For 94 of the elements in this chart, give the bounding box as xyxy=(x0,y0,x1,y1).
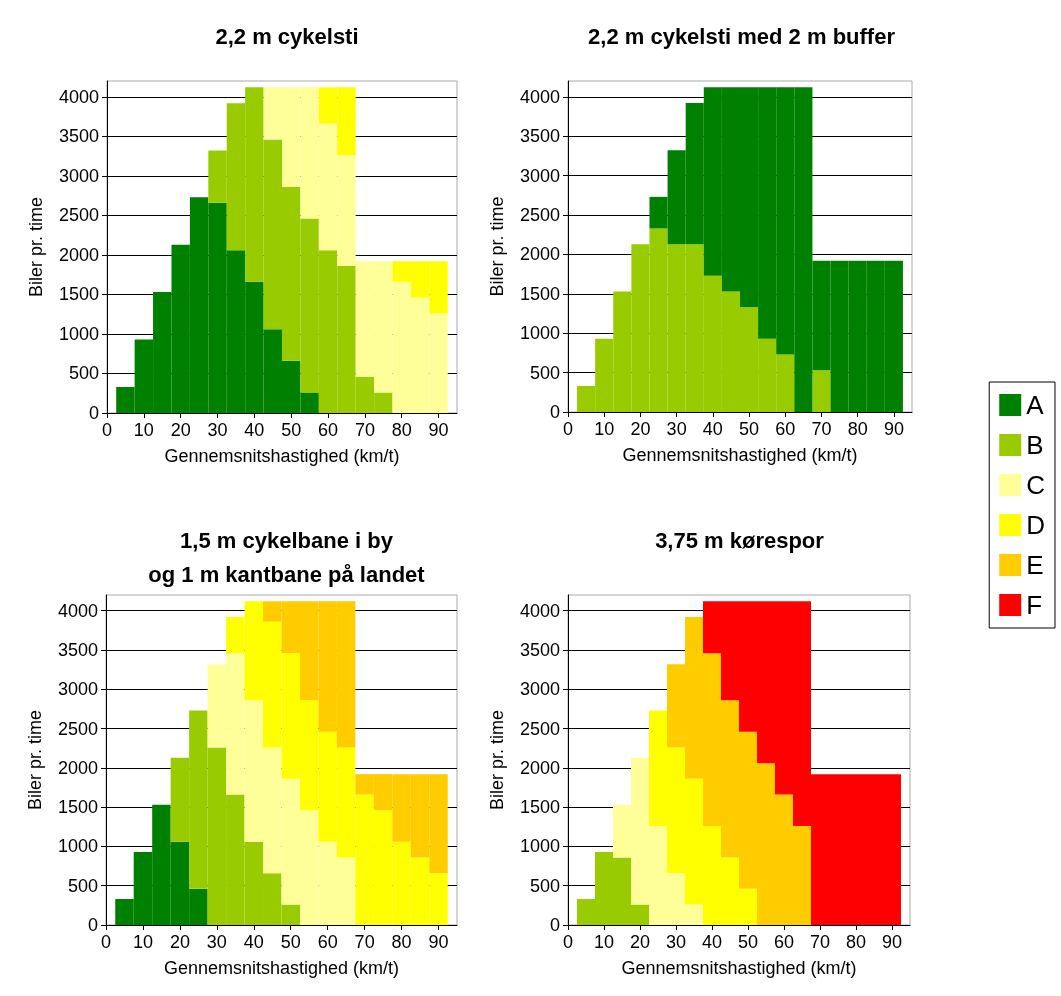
y-tick-label: 2000 xyxy=(57,757,98,778)
x-tick-label: 20 xyxy=(629,932,651,952)
y-tick-label: 2000 xyxy=(58,244,99,265)
x-tick-label: 0 xyxy=(562,419,574,439)
chart-title: 1,5 m cykelbane i by og 1 m kantbane på landet xyxy=(148,527,426,587)
x-tick-label: 60 xyxy=(775,419,796,439)
x-tick-label: 70 xyxy=(354,420,375,440)
x-tick-label: 60 xyxy=(317,932,338,952)
y-tick-label: 1000 xyxy=(519,836,560,857)
y-tick-label: 3000 xyxy=(519,165,560,186)
y-axis-title: Biler pr. time xyxy=(25,709,45,811)
x-tick-label: 10 xyxy=(133,420,154,440)
x-tick-label: 40 xyxy=(244,420,265,440)
x-tick-label: 80 xyxy=(847,419,868,439)
x-tick-label: 50 xyxy=(281,420,302,440)
y-tick-label: 2500 xyxy=(58,205,99,226)
y-tick-label: 1000 xyxy=(58,323,99,344)
y-axis-title: Biler pr. time xyxy=(487,196,507,297)
x-tick-label: 90 xyxy=(883,419,904,439)
x-tick-label: 90 xyxy=(428,420,449,440)
x-tick-label: 30 xyxy=(206,932,227,952)
legend-label: A xyxy=(1026,390,1045,420)
x-tick-label: 20 xyxy=(170,420,191,440)
x-tick-label: 30 xyxy=(666,419,687,439)
y-tick-label: 3500 xyxy=(519,126,560,147)
y-tick-label: 1500 xyxy=(57,797,98,818)
x-tick-label: 90 xyxy=(428,932,449,952)
y-tick-label: 4000 xyxy=(519,600,560,621)
y-tick-label: 2000 xyxy=(519,757,560,778)
y-tick-label: 1000 xyxy=(57,836,98,857)
y-tick-label: 0 xyxy=(549,402,560,422)
legend-label: C xyxy=(1026,470,1045,500)
y-tick-label: 0 xyxy=(87,915,98,935)
x-tick-label: 60 xyxy=(773,932,795,952)
y-tick-label: 1000 xyxy=(519,323,560,344)
chart-title: 2,2 m cykelsti xyxy=(215,23,359,49)
y-tick-label: 4000 xyxy=(58,86,99,107)
x-tick-label: 70 xyxy=(809,932,831,952)
y-tick-label: 500 xyxy=(529,362,560,383)
x-tick-label: 80 xyxy=(845,932,867,952)
y-tick-label: 3500 xyxy=(519,640,560,660)
x-tick-label: 30 xyxy=(207,420,228,440)
y-tick-label: 500 xyxy=(67,875,98,896)
y-tick-label: 1500 xyxy=(58,284,99,305)
x-axis-title: Gennemsnitshastighed (km/t) xyxy=(164,446,400,466)
x-tick-label: 20 xyxy=(630,419,651,439)
y-tick-label: 2500 xyxy=(57,718,98,739)
chart-title: 2,2 m cykelsti med 2 m buffer xyxy=(588,23,896,49)
y-tick-label: 3000 xyxy=(519,679,560,700)
x-tick-label: 80 xyxy=(391,932,412,952)
legend-label: E xyxy=(1026,550,1044,580)
x-tick-label: 60 xyxy=(318,420,339,440)
y-axis-title: Biler pr. time xyxy=(487,709,507,811)
x-tick-label: 0 xyxy=(100,932,112,952)
legend-label: F xyxy=(1026,590,1043,620)
x-tick-label: 0 xyxy=(101,420,113,440)
y-tick-label: 500 xyxy=(529,875,560,896)
y-tick-label: 2000 xyxy=(519,244,560,265)
x-tick-label: 0 xyxy=(562,932,574,952)
x-tick-label: 20 xyxy=(169,932,190,952)
y-tick-label: 1500 xyxy=(519,797,560,818)
chart-title: 3,75 m kørespor xyxy=(655,527,825,553)
y-tick-label: 3500 xyxy=(57,640,98,660)
x-tick-label: 70 xyxy=(811,419,832,439)
x-tick-label: 50 xyxy=(280,932,301,952)
y-tick-label: 0 xyxy=(549,915,560,935)
y-tick-label: 0 xyxy=(88,403,99,423)
y-tick-label: 3000 xyxy=(57,679,98,700)
x-tick-label: 40 xyxy=(702,419,723,439)
x-tick-label: 30 xyxy=(665,932,687,952)
legend-label: B xyxy=(1026,430,1044,460)
y-tick-label: 2500 xyxy=(519,204,560,225)
y-tick-label: 4000 xyxy=(519,86,560,107)
y-tick-label: 2500 xyxy=(519,718,560,739)
x-tick-label: 10 xyxy=(594,419,615,439)
x-tick-label: 40 xyxy=(243,932,264,952)
y-tick-label: 3500 xyxy=(58,126,99,147)
x-axis-title: Gennemsnitshastighed (km/t) xyxy=(622,445,858,465)
y-tick-label: 1500 xyxy=(519,283,560,304)
y-tick-label: 3000 xyxy=(58,165,99,186)
x-tick-label: 50 xyxy=(739,419,760,439)
x-tick-label: 50 xyxy=(737,932,759,952)
x-axis-title: Gennemsnitshastighed (km/t) xyxy=(163,958,400,978)
y-axis-title: Biler pr. time xyxy=(26,196,46,298)
y-tick-label: 500 xyxy=(68,363,99,384)
x-tick-label: 70 xyxy=(354,932,375,952)
x-tick-label: 10 xyxy=(593,932,615,952)
x-tick-label: 90 xyxy=(881,932,903,952)
x-axis-title: Gennemsnitshastighed (km/t) xyxy=(621,958,857,978)
legend-label: D xyxy=(1026,510,1045,540)
x-tick-label: 10 xyxy=(132,932,153,952)
x-tick-label: 80 xyxy=(391,420,412,440)
x-tick-label: 40 xyxy=(701,932,723,952)
y-tick-label: 4000 xyxy=(57,600,98,621)
